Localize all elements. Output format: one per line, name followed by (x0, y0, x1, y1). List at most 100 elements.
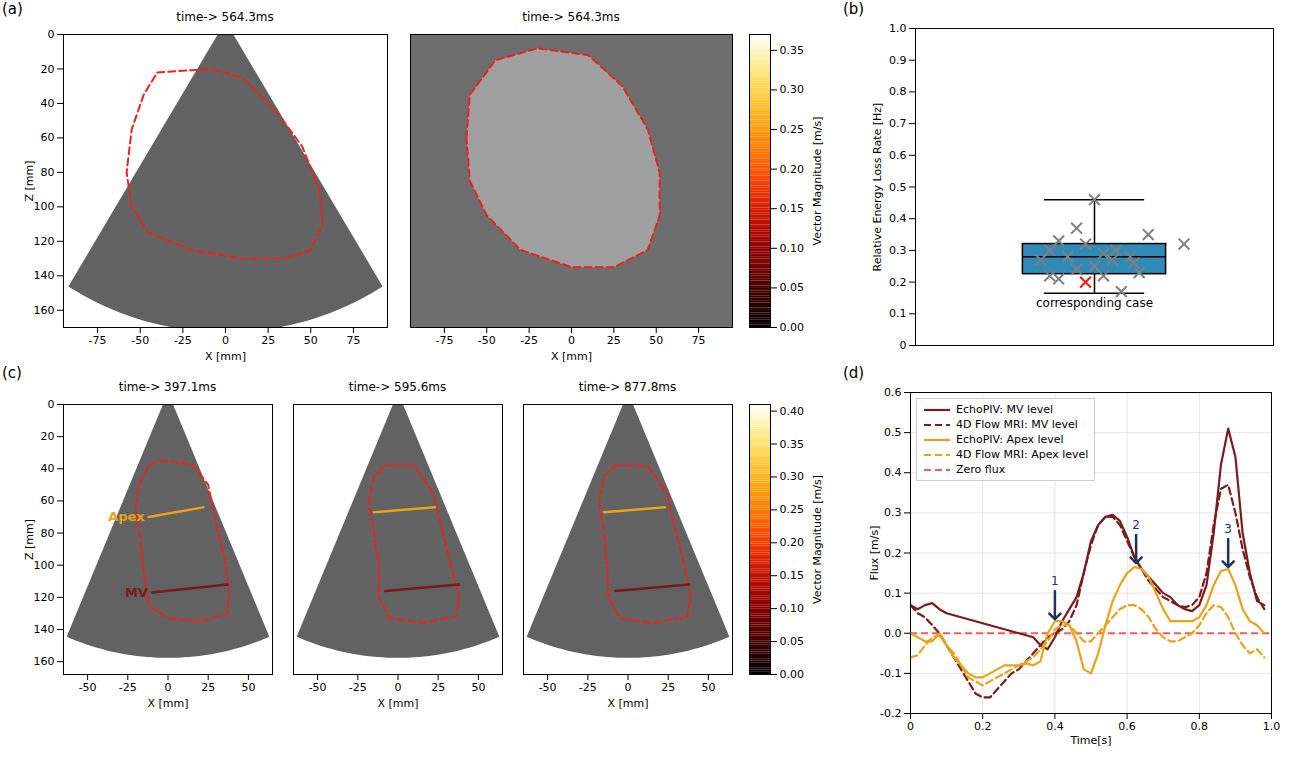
svg-text:0.5: 0.5 (889, 181, 907, 194)
svg-text:0.2: 0.2 (974, 720, 992, 733)
svg-text:1.0: 1.0 (889, 22, 907, 35)
svg-text:0: 0 (395, 681, 402, 694)
svg-text:0.25: 0.25 (780, 503, 805, 516)
svg-text:0.6: 0.6 (889, 149, 907, 162)
svg-text:25: 25 (661, 681, 675, 694)
svg-text:0.9: 0.9 (889, 54, 907, 67)
svg-text:50: 50 (304, 334, 318, 347)
svg-text:0.35: 0.35 (780, 44, 805, 57)
svg-text:1: 1 (1051, 574, 1059, 588)
svg-text:0.3: 0.3 (889, 244, 907, 257)
svg-text:60: 60 (41, 131, 55, 144)
svg-text:0.8: 0.8 (889, 85, 907, 98)
svg-text:0.2: 0.2 (889, 276, 907, 289)
svg-text:0.4: 0.4 (1046, 720, 1064, 733)
svg-text:100: 100 (34, 559, 55, 572)
svg-text:0.0: 0.0 (884, 627, 902, 640)
svg-text:Flux [m/s]: Flux [m/s] (868, 525, 881, 580)
svg-text:3: 3 (1224, 522, 1232, 536)
svg-text:Vector Magnitude [m/s]: Vector Magnitude [m/s] (811, 475, 824, 604)
svg-text:0: 0 (900, 339, 907, 352)
svg-text:Apex: Apex (108, 509, 145, 524)
svg-text:X [mm]: X [mm] (205, 350, 246, 363)
svg-text:0.05: 0.05 (780, 281, 805, 294)
svg-text:Relative Energy Loss Rate [Hz]: Relative Energy Loss Rate [Hz] (871, 103, 884, 272)
svg-text:X [mm]: X [mm] (147, 697, 188, 710)
svg-text:0.00: 0.00 (780, 321, 805, 334)
svg-text:160: 160 (34, 304, 55, 317)
svg-text:20: 20 (41, 62, 55, 75)
svg-text:0.30: 0.30 (780, 470, 805, 483)
svg-text:0.30: 0.30 (780, 83, 805, 96)
svg-text:25: 25 (261, 334, 275, 347)
svg-text:80: 80 (41, 527, 55, 540)
svg-text:0: 0 (907, 720, 914, 733)
svg-text:-50: -50 (79, 681, 97, 694)
svg-text:40: 40 (41, 97, 55, 110)
svg-text:X [mm]: X [mm] (551, 350, 592, 363)
svg-text:corresponding case: corresponding case (1036, 296, 1153, 310)
svg-text:25: 25 (431, 681, 445, 694)
svg-text:0.35: 0.35 (780, 438, 805, 451)
svg-text:0.8: 0.8 (1191, 720, 1209, 733)
svg-text:0.10: 0.10 (780, 242, 805, 255)
svg-text:-75: -75 (435, 334, 453, 347)
svg-text:0.6: 0.6 (884, 386, 902, 399)
svg-text:2: 2 (1132, 518, 1140, 532)
svg-text:0.4: 0.4 (889, 212, 907, 225)
svg-text:Z [mm]: Z [mm] (23, 519, 36, 560)
svg-text:40: 40 (41, 462, 55, 475)
svg-text:75: 75 (346, 334, 360, 347)
svg-text:X [mm]: X [mm] (377, 697, 418, 710)
svg-text:160: 160 (34, 655, 55, 668)
svg-text:-50: -50 (131, 334, 149, 347)
svg-text:0: 0 (165, 681, 172, 694)
svg-text:-50: -50 (478, 334, 496, 347)
svg-text:-25: -25 (520, 334, 538, 347)
svg-text:140: 140 (34, 623, 55, 636)
svg-text:MV: MV (125, 585, 148, 600)
svg-text:Time[s]: Time[s] (1069, 734, 1111, 747)
svg-text:-25: -25 (579, 681, 597, 694)
svg-text:120: 120 (34, 235, 55, 248)
svg-text:50: 50 (649, 334, 663, 347)
svg-text:0: 0 (568, 334, 575, 347)
svg-text:-75: -75 (89, 334, 107, 347)
svg-text:0.05: 0.05 (780, 635, 805, 648)
svg-text:80: 80 (41, 166, 55, 179)
svg-text:-50: -50 (539, 681, 557, 694)
svg-text:-25: -25 (349, 681, 367, 694)
svg-text:-50: -50 (309, 681, 327, 694)
svg-text:-0.2: -0.2 (880, 707, 901, 720)
svg-text:0.1: 0.1 (889, 307, 907, 320)
svg-text:50: 50 (241, 681, 255, 694)
svg-text:0.20: 0.20 (780, 536, 805, 549)
svg-text:0.7: 0.7 (889, 117, 907, 130)
svg-text:25: 25 (201, 681, 215, 694)
svg-text:-25: -25 (119, 681, 137, 694)
svg-text:20: 20 (41, 430, 55, 443)
svg-text:0.2: 0.2 (884, 547, 902, 560)
svg-text:-0.1: -0.1 (880, 667, 901, 680)
svg-text:50: 50 (471, 681, 485, 694)
svg-text:0: 0 (48, 398, 55, 411)
svg-text:120: 120 (34, 591, 55, 604)
svg-text:Vector Magnitude [m/s]: Vector Magnitude [m/s] (811, 116, 824, 245)
svg-text:75: 75 (692, 334, 706, 347)
svg-text:1.0: 1.0 (1263, 720, 1281, 733)
svg-text:25: 25 (607, 334, 621, 347)
svg-text:-25: -25 (174, 334, 192, 347)
svg-text:0: 0 (625, 681, 632, 694)
svg-text:0.1: 0.1 (884, 587, 902, 600)
svg-text:0: 0 (222, 334, 229, 347)
svg-text:0.6: 0.6 (1118, 720, 1136, 733)
svg-text:0.4: 0.4 (884, 466, 902, 479)
svg-text:0.15: 0.15 (780, 569, 805, 582)
svg-text:0.00: 0.00 (780, 668, 805, 681)
svg-text:0.15: 0.15 (780, 202, 805, 215)
svg-text:Z [mm]: Z [mm] (23, 160, 36, 201)
svg-text:60: 60 (41, 494, 55, 507)
svg-text:0.10: 0.10 (780, 602, 805, 615)
svg-text:0.25: 0.25 (780, 123, 805, 136)
svg-text:0.40: 0.40 (780, 405, 805, 418)
